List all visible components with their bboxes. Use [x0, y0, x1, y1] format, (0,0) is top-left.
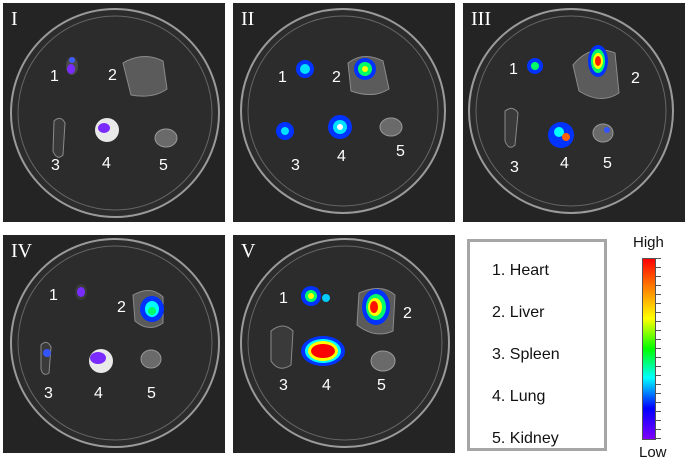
organ-number-1: 1 — [49, 287, 58, 304]
organ-number-4: 4 — [560, 155, 569, 172]
panel-label: V — [241, 240, 256, 262]
panel-III: III 1 2 3 4 5 — [463, 3, 685, 222]
organ-number-5: 5 — [147, 385, 156, 402]
panel-IV: IV 1 2 3 4 5 — [3, 235, 225, 453]
organ-number-2: 2 — [117, 299, 126, 316]
organ-number-2: 2 — [403, 305, 412, 322]
petri-dish-III — [468, 8, 674, 214]
organ-number-2: 2 — [108, 67, 117, 84]
legend-item-kidney: 5. Kidney — [492, 430, 559, 447]
organ-legend: 1. Heart 2. Liver 3. Spleen 4. Lung 5. K… — [467, 239, 607, 451]
panel-label: II — [241, 8, 255, 30]
panel-label: III — [471, 8, 491, 30]
scale-high-label: High — [633, 234, 664, 251]
organ-number-5: 5 — [377, 377, 386, 394]
panel-II: II 1 2 3 4 5 — [233, 3, 455, 222]
organ-number-4: 4 — [94, 385, 103, 402]
petri-dish-V — [240, 238, 450, 448]
legend-item-lung: 4. Lung — [492, 388, 546, 405]
organ-number-1: 1 — [509, 61, 518, 78]
panel-label: IV — [11, 240, 33, 262]
legend-item-liver: 2. Liver — [492, 304, 545, 321]
panel-I: I 1 2 3 4 5 — [3, 3, 225, 222]
organ-number-5: 5 — [159, 157, 168, 174]
organ-number-2: 2 — [631, 70, 640, 87]
organ-number-3: 3 — [51, 157, 60, 174]
organ-number-5: 5 — [603, 155, 612, 172]
organ-number-1: 1 — [50, 68, 59, 85]
legend-item-spleen: 3. Spleen — [492, 346, 560, 363]
organ-number-4: 4 — [337, 148, 346, 165]
legend-item-heart: 1. Heart — [492, 262, 549, 279]
organ-number-2: 2 — [332, 69, 341, 86]
intensity-color-scale — [642, 258, 656, 440]
panel-label: I — [11, 8, 18, 30]
petri-dish-IV — [10, 238, 220, 448]
petri-dish-I — [10, 8, 220, 218]
organ-number-1: 1 — [279, 290, 288, 307]
organ-number-3: 3 — [279, 377, 288, 394]
organ-number-3: 3 — [510, 159, 519, 176]
petri-dish-II — [240, 8, 446, 214]
organ-number-5: 5 — [396, 143, 405, 160]
scale-low-label: Low — [639, 444, 667, 461]
scale-ticks — [656, 258, 661, 440]
organ-number-3: 3 — [44, 385, 53, 402]
organ-number-4: 4 — [322, 377, 331, 394]
organ-number-3: 3 — [291, 157, 300, 174]
organ-number-1: 1 — [278, 69, 287, 86]
panel-V: V 1 2 3 4 5 — [233, 235, 455, 453]
organ-number-4: 4 — [102, 155, 111, 172]
